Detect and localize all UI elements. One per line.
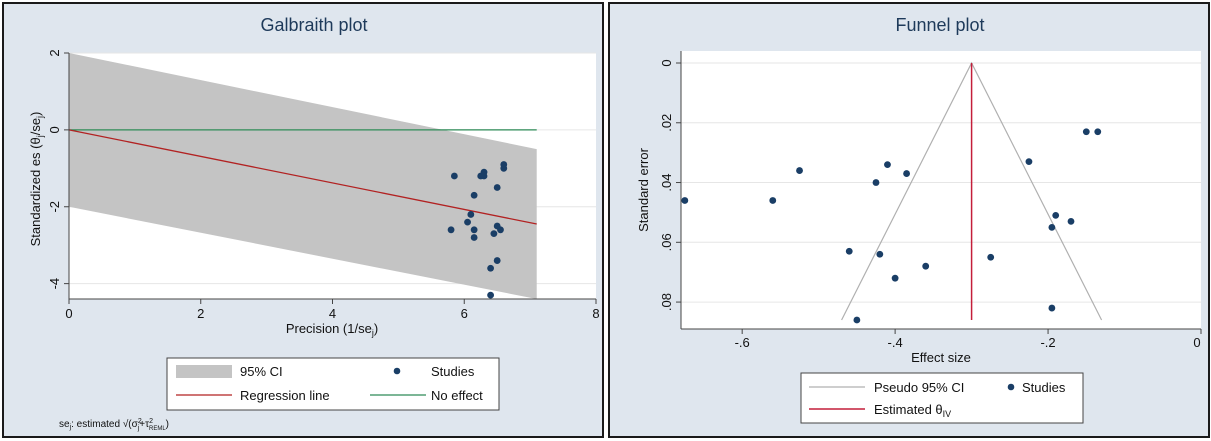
x-axis-label: Effect size xyxy=(911,350,971,365)
y-tick-label: .06 xyxy=(659,233,674,251)
x-axis-label: Precision (1/sej) xyxy=(286,321,378,338)
study-point xyxy=(987,253,995,261)
legend-no-effect-label: No effect xyxy=(431,388,483,403)
footnote: sej: estimated √(σ2 j+τ2 REML) xyxy=(59,418,169,432)
study-point xyxy=(845,247,853,255)
study-point xyxy=(876,250,884,258)
study-point xyxy=(853,316,861,324)
legend-studies-label: Studies xyxy=(1022,380,1066,395)
x-tick-label: -.6 xyxy=(735,335,750,350)
funnel-panel: Funnel plot -.6 -.4 -.2 0 0 .02 .04 .06 .08 Eff… xyxy=(608,2,1210,438)
x-tick-labels: -.6 -.4 -.2 0 xyxy=(735,335,1201,350)
y-tick-label: -2 xyxy=(47,201,62,213)
study-point xyxy=(922,262,930,270)
study-point xyxy=(1067,217,1075,225)
galbraith-chart: Galbraith plot 0 2 4 6 8 2 0 -2 -4 Precision (1… xyxy=(4,4,602,436)
study-point xyxy=(769,197,777,204)
study-point xyxy=(470,191,478,199)
galbraith-panel: Galbraith plot 0 2 4 6 8 2 0 -2 -4 Precision (1… xyxy=(2,2,604,438)
study-point xyxy=(1025,158,1033,166)
study-point xyxy=(884,161,891,169)
study-point xyxy=(1052,212,1060,219)
study-point xyxy=(872,179,880,186)
legend-studies-marker xyxy=(393,367,401,375)
study-point xyxy=(467,211,475,218)
study-point xyxy=(447,226,455,234)
study-point xyxy=(903,170,910,177)
x-tick-label: 6 xyxy=(461,306,468,321)
y-tick-label: 0 xyxy=(659,59,674,66)
y-axis-label: Standard error xyxy=(636,147,651,231)
legend: Pseudo 95% CI Studies Estimated θIV xyxy=(800,372,1084,424)
y-tick-label: .04 xyxy=(659,173,674,191)
study-point xyxy=(490,230,498,238)
x-tick-labels: 0 2 4 6 8 xyxy=(65,306,599,321)
ci-band xyxy=(69,53,537,299)
study-point xyxy=(1048,223,1056,231)
y-tick-label: .08 xyxy=(659,293,674,311)
study-points xyxy=(447,161,508,299)
study-point xyxy=(497,226,504,234)
study-point xyxy=(487,264,494,272)
x-tick-label: 4 xyxy=(329,306,336,321)
study-point xyxy=(1048,304,1056,312)
legend-pseudo-ci-label: Pseudo 95% CI xyxy=(874,380,964,395)
y-tick-labels: 2 0 -2 -4 xyxy=(47,49,62,289)
chart-title: Funnel plot xyxy=(895,15,984,35)
study-point xyxy=(487,291,494,299)
legend-box xyxy=(800,372,1084,424)
study-point xyxy=(477,172,485,180)
funnel-chart: Funnel plot -.6 -.4 -.2 0 0 .02 .04 .06 .08 Eff… xyxy=(610,4,1208,436)
legend-studies-label: Studies xyxy=(431,364,475,379)
study-point xyxy=(470,226,478,234)
x-tick-label: 0 xyxy=(65,306,72,321)
x-tick-label: -.4 xyxy=(888,335,903,350)
legend-estimate-label: Estimated θIV xyxy=(874,402,951,419)
y-tick-label: -4 xyxy=(47,278,62,290)
study-points xyxy=(681,128,1102,324)
study-point xyxy=(493,257,501,264)
study-point xyxy=(681,197,689,204)
legend-ci-swatch xyxy=(176,365,232,378)
regression-line xyxy=(68,129,537,225)
legend-ci-label: 95% CI xyxy=(240,364,283,379)
y-axis-label: Standardized es (θj/sej) xyxy=(28,112,45,247)
chart-title: Galbraith plot xyxy=(260,15,367,35)
x-tick-label: -.2 xyxy=(1040,335,1055,350)
axes xyxy=(64,52,597,304)
study-point xyxy=(493,184,501,191)
study-point xyxy=(450,172,458,180)
study-point xyxy=(1082,128,1090,136)
y-tick-label: 2 xyxy=(47,49,62,56)
legend: 95% CI Studies Regression line No effect xyxy=(166,357,500,411)
y-tick-labels: 0 .02 .04 .06 .08 xyxy=(659,59,674,311)
y-tick-label: .02 xyxy=(659,114,674,132)
x-tick-label: 2 xyxy=(197,306,204,321)
legend-studies-marker xyxy=(1007,383,1015,391)
y-tick-label: 0 xyxy=(47,126,62,133)
study-point xyxy=(500,164,508,172)
legend-regression-label: Regression line xyxy=(240,388,330,403)
study-point xyxy=(1094,128,1102,136)
axes xyxy=(676,51,1202,334)
plot-area xyxy=(681,51,1201,329)
study-point xyxy=(891,274,899,282)
study-point xyxy=(796,167,803,174)
study-point xyxy=(464,218,471,226)
study-point xyxy=(470,234,478,241)
x-tick-label: 0 xyxy=(1193,335,1200,350)
x-tick-label: 8 xyxy=(592,306,599,321)
